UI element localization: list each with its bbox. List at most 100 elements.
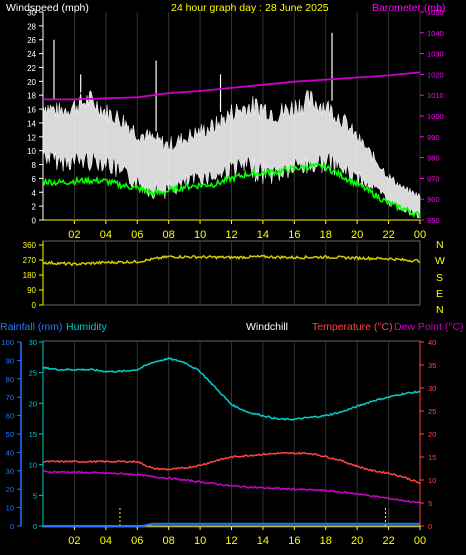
- dewpoint-line: [42, 470, 421, 504]
- rainfall-y-tick-label: 100: [1, 338, 14, 347]
- rainfall-y-tick-label: 50: [6, 430, 14, 439]
- wind-x-tick-label: 10: [194, 229, 206, 241]
- rainfall-y-tick-label: 70: [6, 393, 14, 402]
- humidity-y-tick-label: 15: [29, 430, 37, 439]
- wind-x-tick-label: 18: [320, 229, 332, 241]
- lower-x-tick-label: 10: [194, 535, 206, 547]
- direction-y-tick-label: 270: [23, 256, 37, 265]
- barometer-y-tick-label: 980: [427, 154, 440, 163]
- humidity-line: [42, 356, 421, 421]
- wind-y-tick-label: 20: [27, 78, 36, 87]
- barometer-y-tick-label: 1050: [427, 8, 444, 17]
- humidity-y-tick-label: 20: [29, 399, 37, 408]
- direction-y-tick-label: 90: [27, 286, 36, 295]
- panel-temperature-humidity: Rainfall (mm) Humidity Windchill Tempera…: [0, 321, 464, 547]
- lower-x-tick-label: 14: [257, 535, 269, 547]
- wind-x-tick-label: 06: [131, 229, 143, 241]
- wind-y-tick-label: 28: [27, 22, 36, 31]
- direction-y-tick-label: 0: [32, 301, 37, 310]
- panel-wind-direction: 0 90 180 270 360 N W S E N: [23, 239, 445, 316]
- temperature-y-tick-label: 20: [428, 430, 436, 439]
- rainfall-y-tick-label: 40: [6, 448, 14, 457]
- rainfall-y-tick-label: 90: [6, 356, 14, 365]
- wind-y-tick-label: 22: [27, 64, 36, 73]
- windchill-label: Windchill: [246, 321, 288, 333]
- rainfall-y-tick-label: 60: [6, 412, 14, 421]
- temperature-y-tick-label: 35: [428, 361, 436, 370]
- humidity-y-tick-label: 30: [29, 338, 37, 347]
- rainfall-line: [43, 522, 420, 527]
- barometer-y-tick-label: 1040: [427, 29, 444, 38]
- lower-x-tick-label: 06: [131, 535, 143, 547]
- lower-x-tick-label: 00: [414, 535, 426, 547]
- compass-w: W: [435, 255, 445, 267]
- compass-e: E: [436, 288, 443, 300]
- wind-x-tick-label: 22: [382, 229, 394, 241]
- wind-y-tick-label: 4: [32, 189, 37, 198]
- rainfall-y-tick-label: 10: [6, 504, 14, 513]
- wind-y-tick-label: 30: [27, 9, 36, 18]
- lower-x-tick-label: 18: [320, 535, 332, 547]
- wind-x-tick-label: 04: [100, 229, 112, 241]
- rainfall-y-tick-label: 80: [6, 375, 14, 384]
- humidity-y-tick-label: 10: [29, 461, 37, 470]
- wind-x-tick-label: 02: [68, 229, 80, 241]
- lower-x-tick-label: 08: [163, 535, 175, 547]
- wind-x-tick-label: 16: [288, 229, 300, 241]
- wind-y-tick-label: 8: [32, 161, 37, 170]
- wind-x-tick-label: 00: [414, 229, 426, 241]
- wind-y-tick-label: 18: [27, 92, 36, 101]
- rainfall-y-tick-label: 0: [10, 522, 14, 531]
- compass-n-bottom: N: [436, 304, 444, 316]
- lower-x-tick-label: 22: [382, 535, 394, 547]
- temperature-y-tick-label: 40: [428, 338, 436, 347]
- direction-y-tick-label: 180: [23, 271, 37, 280]
- barometer-y-tick-label: 1030: [427, 50, 444, 59]
- humidity-y-tick-label: 25: [29, 369, 37, 378]
- barometer-axis-label: Barometer (mb): [372, 2, 446, 14]
- wind-x-tick-label: 08: [163, 229, 175, 241]
- compass-n-top: N: [436, 239, 444, 251]
- humidity-axis-label: Humidity: [66, 321, 108, 333]
- lower-x-tick-label: 16: [288, 535, 300, 547]
- barometer-y-tick-label: 960: [427, 195, 440, 204]
- wind-y-tick-label: 16: [27, 106, 36, 115]
- temperature-y-tick-label: 25: [428, 407, 436, 416]
- temperature-y-tick-label: 5: [428, 499, 432, 508]
- barometer-line: [43, 71, 421, 101]
- barometer-y-tick-label: 970: [427, 174, 440, 183]
- wind-y-tick-label: 0: [32, 217, 37, 226]
- humidity-y-tick-label: 5: [33, 491, 37, 500]
- lower-x-tick-label: 12: [225, 535, 237, 547]
- temperature-y-tick-label: 30: [428, 384, 436, 393]
- graph-title: 24 hour graph day : 28 June 2025: [171, 2, 329, 14]
- wind-y-tick-label: 10: [27, 147, 36, 156]
- humidity-y-tick-label: 0: [33, 522, 37, 531]
- barometer-y-tick-label: 1020: [427, 70, 444, 79]
- wind-y-tick-label: 26: [27, 36, 36, 45]
- compass-s: S: [436, 272, 443, 284]
- barometer-y-tick-label: 1010: [427, 91, 444, 100]
- windspeed-axis-label: Windspeed (mph): [6, 2, 89, 14]
- wind-x-tick-label: 14: [257, 229, 269, 241]
- wind-y-tick-label: 14: [27, 119, 36, 128]
- lower-x-tick-label: 20: [351, 535, 363, 547]
- temperature-y-tick-label: 0: [428, 522, 432, 531]
- temperature-y-tick-label: 15: [428, 453, 436, 462]
- wind-x-tick-label: 20: [351, 229, 363, 241]
- wind-y-tick-label: 6: [32, 175, 37, 184]
- lower-x-tick-label: 04: [100, 535, 112, 547]
- wind-x-tick-label: 12: [225, 229, 237, 241]
- temperature-axis-label: Temperature (°C): [312, 321, 393, 333]
- temperature-y-tick-label: 10: [428, 476, 436, 485]
- wind-y-tick-label: 24: [27, 50, 36, 59]
- direction-y-tick-label: 360: [23, 241, 37, 250]
- rainfall-y-tick-label: 20: [6, 485, 14, 494]
- rainfall-y-tick-label: 30: [6, 467, 14, 476]
- wind-y-tick-label: 2: [32, 203, 37, 212]
- wind-y-tick-label: 12: [27, 133, 36, 142]
- barometer-y-tick-label: 1000: [427, 112, 444, 121]
- rainfall-axis-label: Rainfall (mm): [0, 321, 62, 333]
- panel-wind-barometer: Windspeed (mph) 24 hour graph day : 28 J…: [6, 2, 446, 241]
